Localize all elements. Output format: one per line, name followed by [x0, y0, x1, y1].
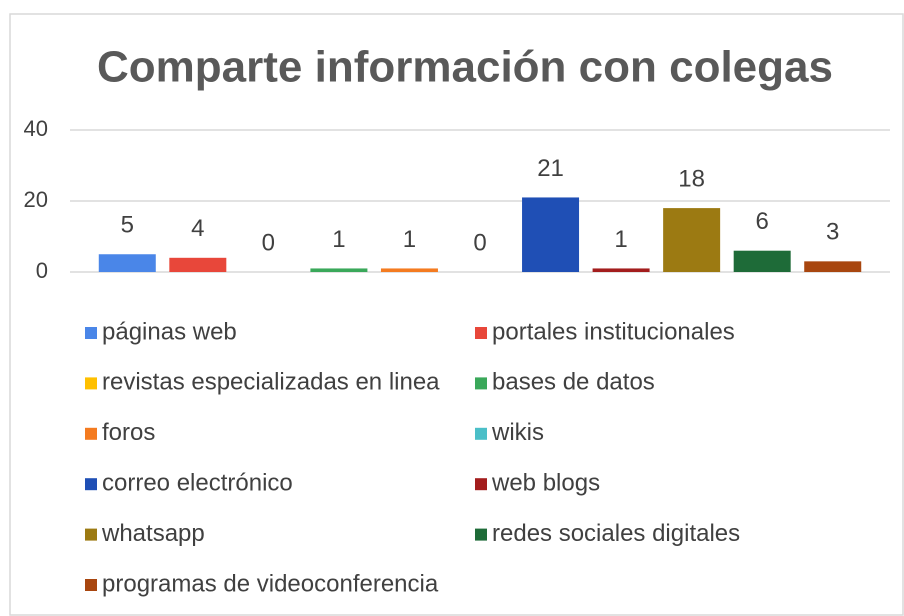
legend-swatch: [475, 327, 487, 339]
data-label: 4: [191, 215, 204, 242]
y-tick-label: 0: [36, 258, 48, 283]
legend-label: páginas web: [102, 318, 237, 345]
bar: [522, 197, 580, 272]
chart-frame: [9, 13, 904, 616]
y-tick-label: 40: [24, 116, 48, 141]
legend-label: programas de videoconferencia: [102, 570, 439, 597]
bar: [592, 268, 650, 272]
legend-swatch: [85, 528, 97, 541]
bar: [804, 261, 862, 272]
legend-swatch: [85, 377, 97, 390]
data-label: 1: [332, 226, 345, 253]
legend-label: portales institucionales: [492, 318, 735, 345]
legend-label: web blogs: [491, 470, 600, 497]
legend-swatch: [85, 427, 97, 440]
legend-swatch: [85, 327, 97, 339]
data-label: 0: [473, 229, 486, 256]
y-tick-label: 20: [24, 187, 48, 212]
data-label: 1: [614, 226, 627, 253]
bar: [310, 268, 368, 272]
legend-label: bases de datos: [492, 369, 655, 396]
data-label: 1: [403, 226, 416, 253]
bar: [380, 268, 438, 272]
data-label: 0: [262, 229, 275, 256]
chart-title: Comparte información con colegas: [97, 43, 833, 92]
bar: [169, 257, 227, 272]
data-label: 5: [121, 212, 134, 239]
legend-swatch: [475, 427, 487, 440]
legend-swatch: [85, 579, 97, 591]
data-label: 6: [756, 208, 769, 235]
legend-swatch: [85, 478, 97, 491]
data-label: 3: [826, 219, 839, 246]
bar: [663, 208, 721, 272]
data-label: 21: [537, 155, 564, 182]
legend-label: whatsapp: [101, 520, 205, 547]
legend-label: wikis: [491, 419, 544, 446]
data-label: 18: [678, 165, 705, 192]
legend-label: foros: [102, 419, 155, 446]
legend-swatch: [475, 478, 487, 491]
legend-label: revistas especializadas en linea: [102, 369, 440, 396]
legend-swatch: [475, 528, 487, 541]
legend-label: correo electrónico: [102, 470, 293, 497]
legend-swatch: [475, 377, 487, 390]
legend-label: redes sociales digitales: [492, 520, 740, 547]
bar: [98, 254, 156, 272]
bar: [733, 250, 791, 272]
